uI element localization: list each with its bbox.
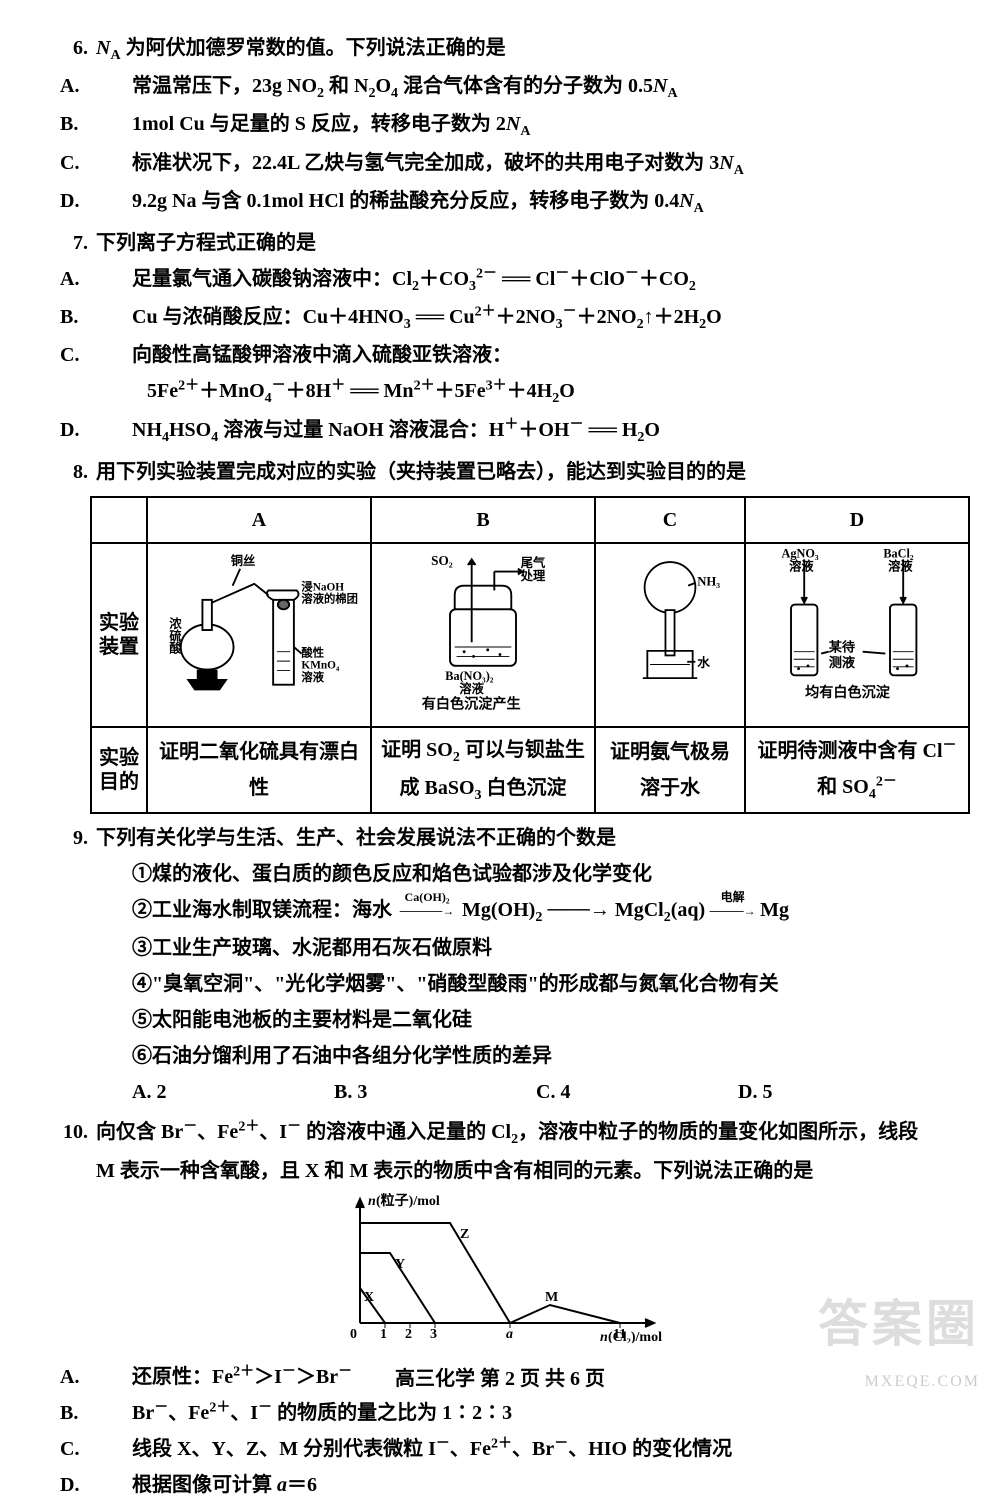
q6-stem: 6.NA 为阿伏加德罗常数的值。下列说法正确的是 [60, 30, 940, 68]
svg-text:Z: Z [460, 1227, 469, 1242]
q10-stem: 10.向仅含 Br－、Fe2＋、I－ 的溶液中通入足量的 Cl2，溶液中粒子的物… [60, 1114, 940, 1188]
svg-text:铜丝: 铜丝 [231, 553, 256, 568]
svg-text:尾气: 尾气 [521, 555, 546, 570]
q9-opt-C: C. 4 [536, 1074, 738, 1110]
svg-text:均有白色沉淀: 均有白色沉淀 [805, 684, 891, 701]
q9-s2: ②工业海水制取镁流程：海水Ca(OH)₂─────→Mg(OH)2 ───→ M… [60, 892, 940, 930]
q10-opt-C: C.线段 X、Y、Z、M 分别代表微粒 I－、Fe2＋、Br－、HIO 的变化情… [60, 1431, 940, 1467]
svg-text:溶液的棉团: 溶液的棉团 [301, 591, 358, 605]
diagram-A-icon: 浓 硫 酸 铜丝 浸NaOH 溶液的棉团 酸性 KMnO₄ 溶液 [154, 548, 364, 713]
q9-stem: 9.下列有关化学与生活、生产、社会发展说法不正确的个数是 [60, 820, 940, 856]
q8-table: A B C D 实验装置 浓 硫 酸 铜丝 [90, 496, 970, 815]
q10-opt-B: B.Br－、Fe2＋、I－ 的物质的量之比为 1∶2∶3 [60, 1395, 940, 1431]
svg-text:某待: 某待 [829, 638, 855, 654]
q8-purpose-B: 证明 SO2 可以与钡盐生成 BaSO3 白色沉淀 [371, 727, 595, 813]
q8-apparatus-C: NH₃ 水 [595, 543, 745, 727]
svg-text:溶液: 溶液 [459, 681, 484, 696]
q7-stem: 7.下列离子方程式正确的是 [60, 225, 940, 261]
svg-text:3: 3 [430, 1327, 437, 1342]
q9-opt-D: D. 5 [738, 1074, 940, 1110]
svg-text:n: n [368, 1194, 376, 1209]
question-6: 6.NA 为阿伏加德罗常数的值。下列说法正确的是 A.常温常压下，23g NO2… [60, 30, 940, 221]
svg-text:处理: 处理 [520, 568, 546, 583]
svg-text:酸性: 酸性 [301, 645, 324, 659]
q7-opt-B: B.Cu 与浓硝酸反应：Cu＋4HNO3 ══ Cu2＋＋2NO3－＋2NO2↑… [60, 299, 940, 337]
q8-stem: 8.用下列实验装置完成对应的实验（夹持装置已略去），能达到实验目的的是 [60, 454, 940, 490]
q8-apparatus-row: 实验装置 浓 硫 酸 铜丝 [91, 543, 969, 727]
svg-text:酸: 酸 [169, 640, 182, 655]
q6-opt-A: A.常温常压下，23g NO2 和 N2O4 混合气体含有的分子数为 0.5NA [60, 68, 940, 106]
svg-text:Ba(NO₃)₂: Ba(NO₃)₂ [445, 669, 494, 683]
svg-text:(粒子)/mol: (粒子)/mol [376, 1193, 440, 1209]
q6-opt-B: B.1mol Cu 与足量的 S 反应，转移电子数为 2NA [60, 106, 940, 144]
svg-text:a: a [506, 1327, 513, 1342]
svg-text:n: n [600, 1330, 608, 1343]
svg-text:SO₂: SO₂ [431, 553, 453, 568]
svg-text:水: 水 [697, 655, 710, 670]
q8-purpose-A: 证明二氧化硫具有漂白性 [147, 727, 371, 813]
q8-apparatus-A: 浓 硫 酸 铜丝 浸NaOH 溶液的棉团 酸性 KMnO₄ 溶液 [147, 543, 371, 727]
question-8: 8.用下列实验装置完成对应的实验（夹持装置已略去），能达到实验目的的是 A B … [60, 454, 940, 815]
svg-text:有白色沉淀产生: 有白色沉淀产生 [422, 695, 521, 712]
svg-text:AgNO₃: AgNO₃ [782, 548, 819, 560]
q8-h-D: D [745, 497, 969, 543]
q9-s1: ①煤的液化、蛋白质的颜色反应和焰色试验都涉及化学变化 [60, 856, 940, 892]
q10-chart-icon: n(粒子)/mol n(Cl₂)/mol 0 123 a11 XYZM [320, 1193, 680, 1343]
diagram-C-icon: NH₃ 水 [602, 548, 738, 713]
q9-opt-A: A. 2 [132, 1074, 334, 1110]
q8-apparatus-label: 实验装置 [91, 543, 147, 727]
svg-text:NH₃: NH₃ [697, 574, 720, 588]
svg-text:测液: 测液 [829, 653, 856, 669]
svg-text:1: 1 [380, 1327, 387, 1342]
svg-text:KMnO₄: KMnO₄ [301, 659, 340, 671]
q7-opt-A: A.足量氯气通入碳酸钠溶液中：Cl2＋CO32－ ══ Cl－＋ClO－＋CO2 [60, 261, 940, 299]
question-7: 7.下列离子方程式正确的是 A.足量氯气通入碳酸钠溶液中：Cl2＋CO32－ ═… [60, 225, 940, 450]
svg-text:浸NaOH: 浸NaOH [301, 579, 344, 593]
diagram-D-icon: AgNO₃ 溶液 BaCl₂ 溶液 某待 测液 均有白色沉淀 [752, 548, 962, 713]
diagram-B-icon: SO₂ 尾气 处理 Ba(NO₃)₂ 溶液 有白色沉淀产生 [378, 548, 588, 713]
svg-text:BaCl₂: BaCl₂ [883, 548, 914, 560]
q10-chart: n(粒子)/mol n(Cl₂)/mol 0 123 a11 XYZM [60, 1193, 940, 1355]
q8-purpose-row: 实验目的 证明二氧化硫具有漂白性 证明 SO2 可以与钡盐生成 BaSO3 白色… [91, 727, 969, 813]
q9-s6: ⑥石油分馏利用了石油中各组分化学性质的差异 [60, 1038, 940, 1074]
q6-stem-text: NA 为阿伏加德罗常数的值。下列说法正确的是 [96, 37, 506, 59]
q8-h-blank [91, 497, 147, 543]
svg-text:11: 11 [613, 1327, 626, 1342]
q9-options: A. 2 B. 3 C. 4 D. 5 [60, 1074, 940, 1110]
svg-text:2: 2 [405, 1327, 412, 1342]
svg-text:0: 0 [350, 1327, 357, 1342]
page-footer: 高三化学 第 2 页 共 6 页 [0, 1361, 1000, 1397]
svg-text:溶液: 溶液 [789, 558, 814, 573]
q8-purpose-D: 证明待测液中含有 Cl－和 SO42－ [745, 727, 969, 813]
q9-opt-B: B. 3 [334, 1074, 536, 1110]
q8-apparatus-B: SO₂ 尾气 处理 Ba(NO₃)₂ 溶液 有白色沉淀产生 [371, 543, 595, 727]
q8-h-B: B [371, 497, 595, 543]
svg-text:溶液: 溶液 [888, 558, 913, 573]
svg-text:Y: Y [395, 1257, 405, 1272]
svg-text:X: X [364, 1290, 374, 1305]
q6-opt-D: D.9.2g Na 与含 0.1mol HCl 的稀盐酸充分反应，转移电子数为 … [60, 183, 940, 221]
q7-opt-D: D.NH4HSO4 溶液与过量 NaOH 溶液混合：H＋＋OH－ ══ H2O [60, 412, 940, 450]
question-10: 10.向仅含 Br－、Fe2＋、I－ 的溶液中通入足量的 Cl2，溶液中粒子的物… [60, 1114, 940, 1502]
q8-header-row: A B C D [91, 497, 969, 543]
q9-s4: ④"臭氧空洞"、"光化学烟雾"、"硝酸型酸雨"的形成都与氮氧化合物有关 [60, 966, 940, 1002]
question-9: 9.下列有关化学与生活、生产、社会发展说法不正确的个数是 ①煤的液化、蛋白质的颜… [60, 820, 940, 1110]
q8-h-A: A [147, 497, 371, 543]
svg-text:溶液: 溶液 [301, 670, 324, 684]
svg-text:M: M [545, 1290, 558, 1305]
q9-s5: ⑤太阳能电池板的主要材料是二氧化硅 [60, 1002, 940, 1038]
q6-opt-C: C.标准状况下，22.4L 乙炔与氢气完全加成，破坏的共用电子对数为 3NA [60, 145, 940, 183]
q7-opt-C: C.向酸性高锰酸钾溶液中滴入硫酸亚铁溶液： [60, 337, 940, 373]
q9-s3: ③工业生产玻璃、水泥都用石灰石做原料 [60, 930, 940, 966]
q8-purpose-C: 证明氨气极易溶于水 [595, 727, 745, 813]
q7-opt-C-eq: 5Fe2＋＋MnO4－＋8H＋ ══ Mn2＋＋5Fe3＋＋4H2O [60, 373, 940, 411]
q8-purpose-label: 实验目的 [91, 727, 147, 813]
q8-apparatus-D: AgNO₃ 溶液 BaCl₂ 溶液 某待 测液 均有白色沉淀 [745, 543, 969, 727]
q8-h-C: C [595, 497, 745, 543]
q10-opt-D: D.根据图像可计算 a＝6 [60, 1467, 940, 1503]
